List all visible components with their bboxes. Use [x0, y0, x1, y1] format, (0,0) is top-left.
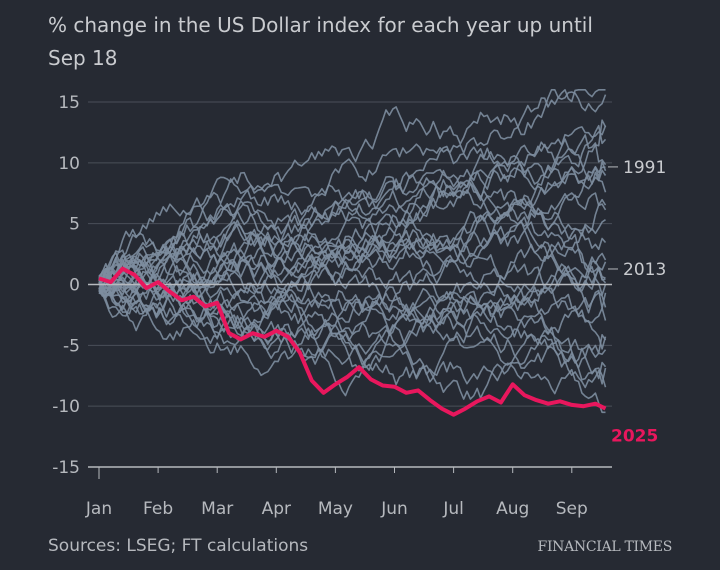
y-tick-label: 10	[58, 154, 80, 174]
background-series-line	[98, 89, 606, 299]
ft-brand-logo: FINANCIAL TIMES	[538, 539, 672, 555]
highlight-series-group	[98, 266, 607, 417]
background-series-line	[98, 262, 607, 350]
background-series-line	[98, 243, 606, 344]
y-tick-label: -15	[52, 458, 80, 478]
chart-title-line-2: Sep 18	[48, 46, 118, 70]
background-series-line	[98, 252, 607, 333]
background-series-line	[98, 124, 607, 303]
y-tick-label: -10	[52, 397, 80, 417]
x-tick-label: Jul	[442, 499, 464, 519]
background-series-line	[98, 285, 606, 414]
highlight-series-line-2025	[98, 266, 607, 417]
chart-title-line-1: % change in the US Dollar index for each…	[48, 13, 593, 37]
background-series-line	[98, 91, 607, 277]
x-tick-label: Jan	[85, 499, 112, 519]
background-series-line	[98, 263, 607, 332]
series-end-label-1991: 1991	[623, 158, 666, 178]
x-tick-label: Feb	[143, 499, 173, 519]
x-tick-label: Apr	[262, 499, 291, 519]
background-series-line	[98, 256, 607, 388]
x-tick-label: Jun	[380, 499, 408, 519]
series-end-label-2013: 2013	[623, 260, 666, 280]
background-series-line	[98, 206, 607, 306]
x-axis: Jan Feb Mar Apr May Jun Jul Aug Sep	[85, 466, 612, 519]
y-tick-label: -5	[63, 336, 80, 356]
x-tick-label: May	[318, 499, 353, 519]
x-tick-label: Sep	[556, 499, 588, 519]
background-series-line	[98, 134, 607, 292]
y-axis-labels: 15 10 5 0 -5 -10 -15	[52, 93, 80, 478]
series-end-labels: 1991 2013 2025	[608, 158, 666, 447]
y-tick-label: 15	[58, 93, 80, 113]
background-series-line	[98, 169, 607, 341]
x-tick-label: Mar	[201, 499, 233, 519]
background-series	[98, 89, 607, 414]
series-end-label-2025: 2025	[611, 427, 658, 447]
x-tick-label: Aug	[496, 499, 529, 519]
y-tick-label: 0	[69, 276, 80, 296]
background-series-line	[98, 119, 607, 280]
background-series-line	[98, 138, 607, 308]
source-note: Sources: LSEG; FT calculations	[48, 536, 308, 556]
background-series-line	[98, 219, 606, 334]
y-tick-label: 5	[69, 215, 80, 235]
